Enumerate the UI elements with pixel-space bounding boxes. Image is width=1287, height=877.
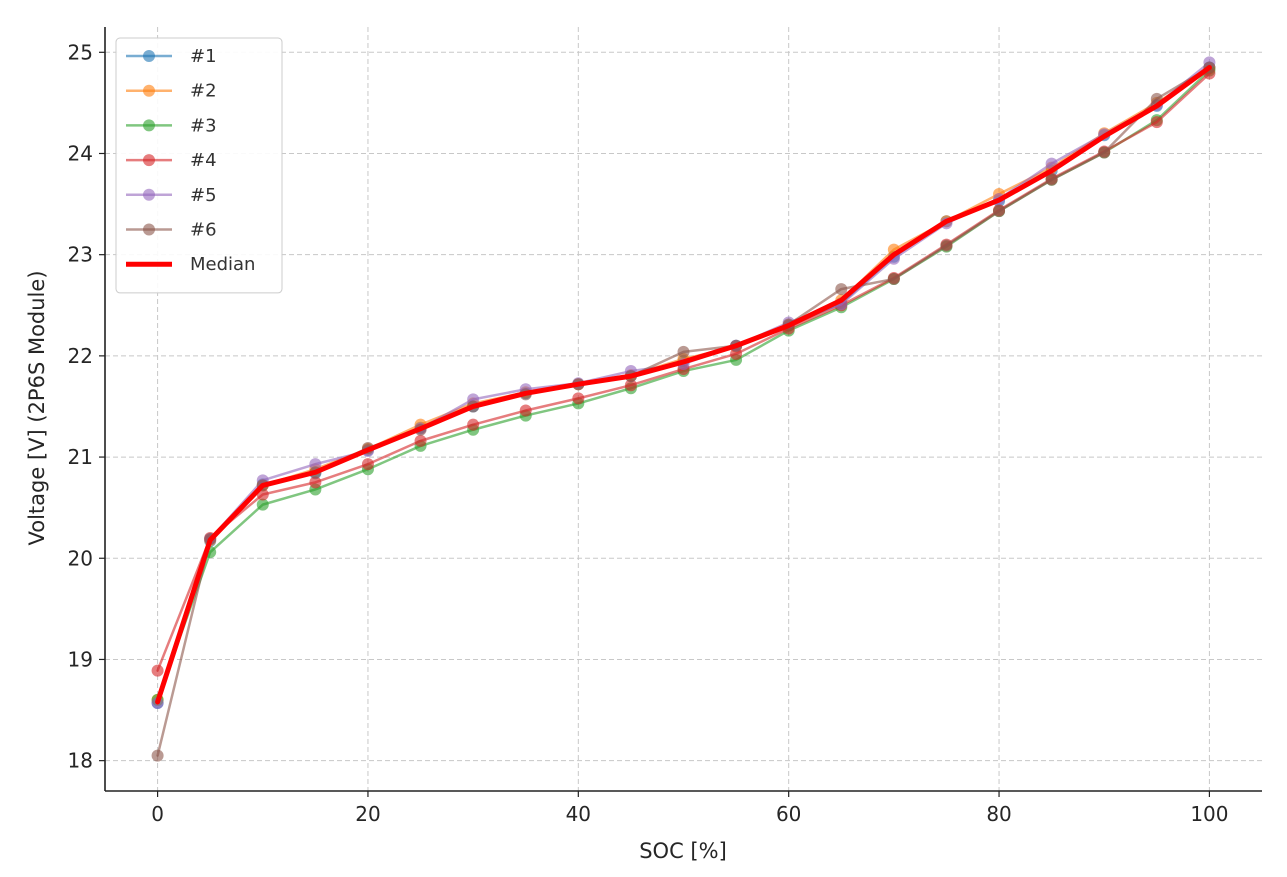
series-cell-1	[151, 61, 1216, 709]
legend-label: Median	[190, 254, 255, 275]
data-point	[361, 458, 374, 471]
series-cell-5	[151, 56, 1216, 709]
y-tick-label: 18	[68, 749, 93, 773]
y-tick-label: 23	[68, 243, 93, 267]
data-point	[624, 379, 637, 392]
y-tick-label: 20	[68, 546, 93, 570]
legend-swatch-marker	[143, 154, 155, 167]
data-point	[835, 283, 848, 296]
data-point	[1098, 146, 1111, 159]
data-point	[1150, 116, 1163, 129]
series-line	[155, 64, 1212, 705]
legend-label: #5	[190, 185, 217, 206]
legend-label: #6	[190, 220, 217, 241]
y-axis-label: Voltage [V] (2P6S Module)	[25, 270, 49, 545]
legend-entry: Median	[126, 254, 255, 275]
y-tick-label: 19	[68, 647, 93, 671]
series-median	[155, 64, 1212, 705]
legend-swatch-marker	[143, 223, 155, 236]
legend-entry: #6	[126, 220, 217, 241]
y-tick-label: 24	[68, 141, 93, 165]
data-point	[467, 418, 480, 431]
legend-swatch-marker	[143, 119, 155, 132]
data-point	[1045, 173, 1058, 186]
legend-label: #4	[190, 150, 217, 171]
legend-label: #1	[190, 46, 217, 67]
y-tick-label: 22	[68, 344, 93, 368]
series-cell-4	[151, 67, 1216, 677]
series-cell-2	[151, 62, 1216, 706]
data-point	[151, 749, 164, 762]
y-tick-label: 21	[68, 445, 93, 469]
legend-swatch-marker	[143, 188, 155, 201]
legend-swatch-marker	[143, 50, 155, 62]
data-point	[256, 498, 269, 511]
data-point	[572, 392, 585, 405]
legend-swatch-marker	[143, 84, 155, 97]
data-point	[887, 272, 900, 285]
x-tick-label: 20	[355, 802, 380, 826]
x-tick-label: 0	[151, 802, 164, 826]
x-tick-label: 40	[566, 802, 591, 826]
data-point	[677, 345, 690, 358]
legend-label: #3	[190, 115, 217, 136]
data-point	[309, 476, 322, 489]
legend-entry: #2	[126, 81, 217, 102]
x-axis-label: SOC [%]	[639, 839, 727, 863]
legend-entry: #3	[126, 115, 217, 136]
grid	[105, 27, 1262, 791]
legend-entry: #5	[126, 185, 217, 206]
legend-entry: #4	[126, 150, 217, 171]
data-point	[940, 239, 953, 252]
data-point	[993, 205, 1006, 218]
x-tick-label: 80	[986, 802, 1011, 826]
series-layer	[151, 56, 1216, 762]
legend: #1 #2 #3 #4 #5 #6 Median	[115, 37, 283, 294]
axes: 0 20 40 60 80 100 18 19 20 21 22 23 24 25	[68, 27, 1262, 826]
y-tick-label: 25	[68, 40, 93, 64]
data-point	[519, 404, 532, 417]
data-point	[151, 664, 164, 677]
data-point	[414, 434, 427, 447]
legend-entry: #1	[126, 46, 217, 67]
x-tick-label: 100	[1190, 802, 1228, 826]
x-tick-label: 60	[776, 802, 801, 826]
legend-label: #2	[190, 81, 217, 102]
